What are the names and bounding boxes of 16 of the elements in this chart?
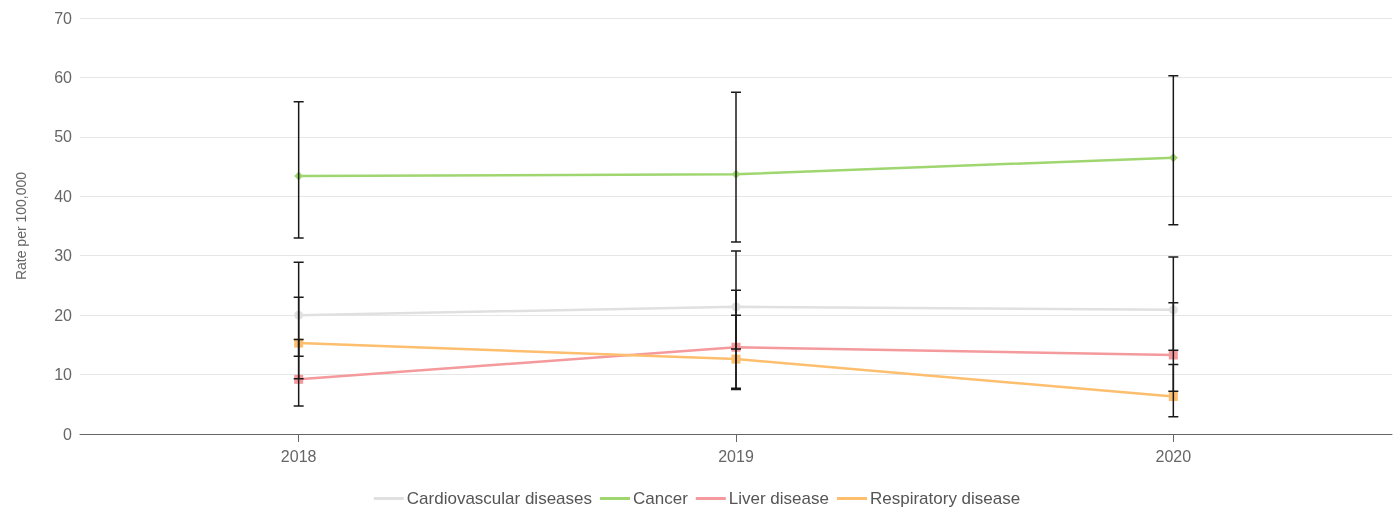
legend-label: Cancer	[633, 489, 689, 508]
y-tick-label: 40	[54, 187, 73, 205]
x-tick-label: 2020	[1155, 447, 1192, 465]
x-tick-label: 2018	[280, 447, 317, 465]
y-tick-label: 30	[54, 247, 73, 265]
y-tick-label: 60	[54, 68, 73, 86]
y-tick-label: 10	[54, 366, 73, 384]
legend-label: Cardiovascular diseases	[406, 489, 592, 508]
y-tick-label: 70	[54, 9, 73, 27]
x-tick-label: 2019	[718, 447, 754, 465]
y-axis-title: Rate per 100,000	[13, 171, 29, 281]
legend-label: Respiratory disease	[869, 489, 1021, 508]
y-tick-label: 0	[63, 425, 73, 443]
y-tick-label: 50	[54, 128, 73, 146]
legend-label: Liver disease	[728, 489, 829, 508]
y-tick-label: 20	[54, 306, 73, 324]
